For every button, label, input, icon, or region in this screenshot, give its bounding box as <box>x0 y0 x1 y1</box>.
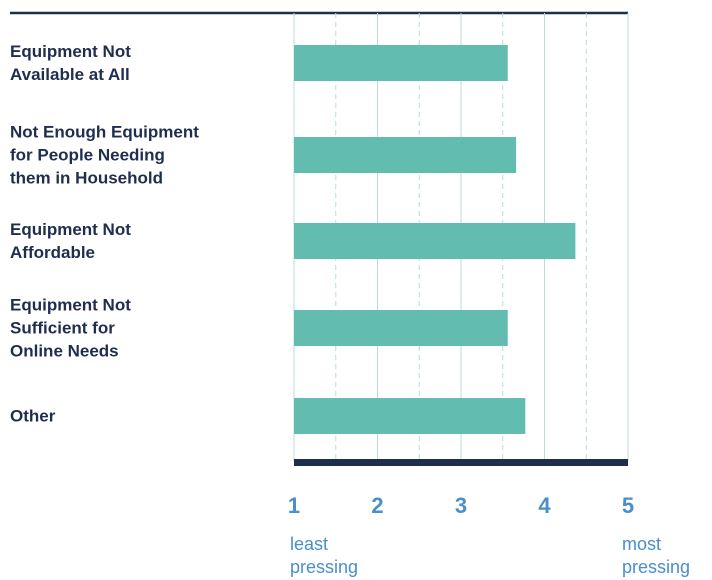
bar <box>294 398 526 434</box>
bar <box>294 45 508 81</box>
x-tick-label: 3 <box>455 493 467 518</box>
bar <box>294 223 576 259</box>
category-label: Equipment Not Affordable <box>10 220 131 262</box>
x-tick-label: 2 <box>371 493 383 518</box>
x-tick-label: 5 <box>622 493 634 518</box>
category-label: Equipment Not Sufficient for Online Need… <box>10 295 131 361</box>
x-tick-label: 1 <box>288 493 300 518</box>
category-label: Not Enough Equipment for People Needing … <box>10 122 199 188</box>
bar <box>294 137 517 173</box>
annotation: least pressing <box>290 534 359 577</box>
category-label: Other <box>10 406 56 426</box>
annotation: most pressing <box>622 534 691 577</box>
bar <box>294 310 508 346</box>
x-tick-label: 4 <box>538 493 551 518</box>
axis-bar <box>294 459 628 466</box>
category-label: Equipment Not Available at All <box>10 42 131 84</box>
